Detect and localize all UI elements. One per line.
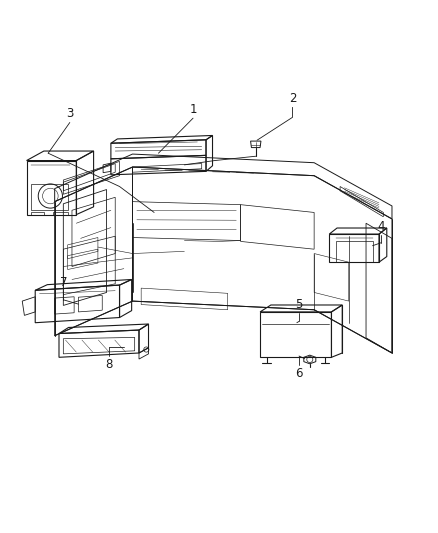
Text: 7: 7 [60, 276, 67, 289]
Text: 2: 2 [289, 92, 296, 105]
Text: 5: 5 [295, 297, 303, 311]
Text: 1: 1 [189, 103, 197, 116]
Text: 8: 8 [105, 358, 113, 371]
Text: 6: 6 [295, 367, 303, 380]
Text: 4: 4 [378, 220, 385, 233]
Text: 3: 3 [66, 107, 74, 120]
